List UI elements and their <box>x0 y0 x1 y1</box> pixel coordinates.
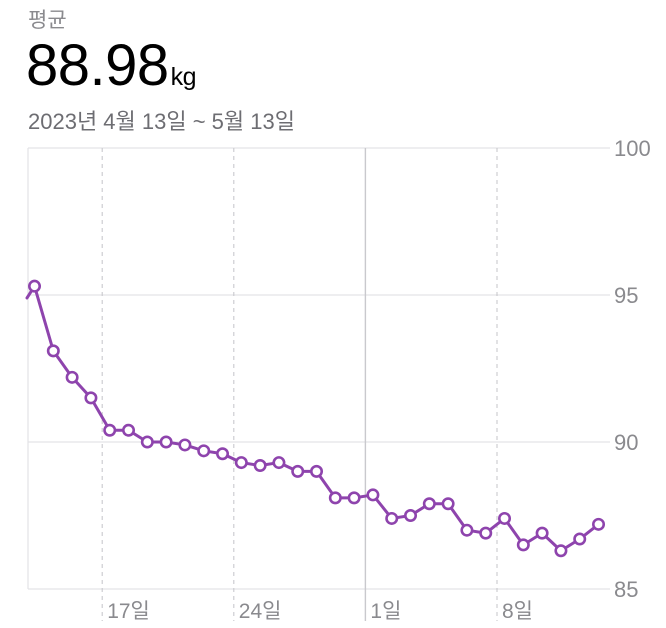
data-point-26 <box>498 511 512 525</box>
data-point-7 <box>140 435 154 449</box>
x-tick-label-2: 1일 <box>370 600 401 623</box>
data-point-23 <box>441 497 455 511</box>
data-point-5 <box>103 423 117 437</box>
data-point-14 <box>272 456 286 470</box>
data-point-18 <box>347 491 361 505</box>
data-point-3 <box>65 370 79 384</box>
data-point-16 <box>310 464 324 478</box>
average-value: 88.98kg <box>26 32 197 99</box>
data-point-1 <box>28 279 42 293</box>
x-axis-labels: 17일 24일 1일 8일 <box>107 600 533 623</box>
weight-series <box>25 279 606 558</box>
data-point-15 <box>291 464 305 478</box>
data-point-25 <box>479 526 493 540</box>
average-label: 평균 <box>28 9 67 32</box>
data-point-21 <box>404 508 418 522</box>
data-point-22 <box>422 497 436 511</box>
data-point-31 <box>592 517 606 531</box>
data-point-6 <box>122 423 136 437</box>
x-tick-label-1: 24일 <box>239 600 282 623</box>
y-tick-label-95: 95 <box>614 283 638 308</box>
average-number: 88.98 <box>26 33 169 98</box>
data-point-24 <box>460 523 474 537</box>
data-point-4 <box>84 391 98 405</box>
data-point-11 <box>216 447 230 461</box>
date-range: 2023년 4월 13일 ~ 5월 13일 <box>28 109 295 134</box>
y-tick-label-85: 85 <box>614 577 638 602</box>
data-point-9 <box>178 438 192 452</box>
chart-grid <box>27 147 610 621</box>
data-point-28 <box>535 526 549 540</box>
average-unit: kg <box>170 63 197 91</box>
data-point-27 <box>516 538 530 552</box>
y-axis-labels: 100 95 90 85 <box>614 136 651 602</box>
data-point-12 <box>234 456 248 470</box>
x-tick-label-0: 17일 <box>107 600 150 623</box>
y-tick-label-100: 100 <box>614 136 651 161</box>
data-point-2 <box>46 344 60 358</box>
data-point-8 <box>159 435 173 449</box>
y-tick-label-90: 90 <box>614 430 638 455</box>
data-point-30 <box>573 532 587 546</box>
series-line <box>25 284 601 553</box>
data-point-29 <box>554 544 568 558</box>
x-tick-label-3: 8일 <box>502 600 533 623</box>
data-point-19 <box>366 488 380 502</box>
data-point-10 <box>197 444 211 458</box>
data-point-13 <box>253 459 267 473</box>
data-point-20 <box>385 511 399 525</box>
data-point-17 <box>328 491 342 505</box>
